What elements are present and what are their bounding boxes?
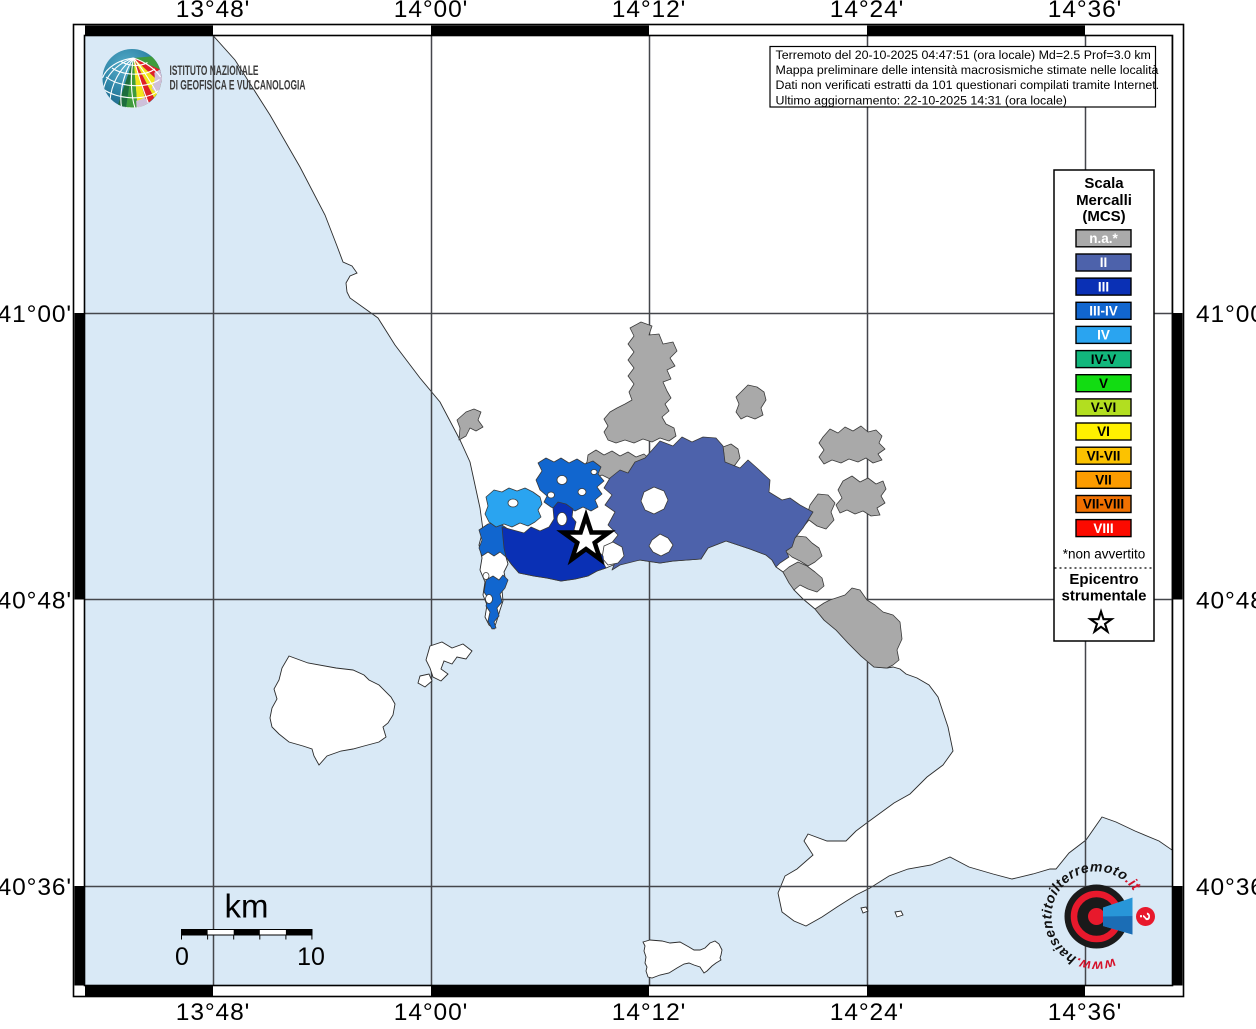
svg-text:III-IV: III-IV: [1089, 304, 1118, 319]
svg-text:(MCS): (MCS): [1082, 208, 1125, 225]
svg-text:41°00': 41°00': [0, 301, 72, 328]
svg-text:13°48': 13°48': [176, 0, 250, 23]
svg-text:14°24': 14°24': [830, 0, 904, 23]
svg-text:IV-V: IV-V: [1091, 352, 1117, 367]
svg-text:DI GEOFISICA E VULCANOLOGIA: DI GEOFISICA E VULCANOLOGIA: [170, 78, 306, 93]
svg-text:VII-VIII: VII-VIII: [1083, 497, 1124, 512]
svg-text:0: 0: [175, 943, 189, 971]
svg-text:41°00': 41°00': [1196, 301, 1256, 328]
svg-text:km: km: [225, 888, 269, 925]
svg-text:40°48': 40°48': [0, 588, 72, 615]
svg-text:Scala: Scala: [1084, 175, 1124, 192]
svg-text:strumentale: strumentale: [1061, 588, 1146, 605]
svg-text:V-VI: V-VI: [1091, 400, 1117, 415]
svg-text:10: 10: [297, 943, 325, 971]
svg-text:n.a.*: n.a.*: [1089, 231, 1118, 246]
svg-text:VII: VII: [1095, 473, 1112, 488]
svg-text:14°00': 14°00': [394, 999, 468, 1024]
svg-text:VI-VII: VI-VII: [1087, 448, 1121, 463]
svg-text:IV: IV: [1097, 328, 1110, 343]
svg-text:II: II: [1100, 255, 1108, 270]
svg-text:40°48': 40°48': [1196, 588, 1256, 615]
svg-text:?: ?: [1136, 912, 1153, 921]
svg-text:VI: VI: [1097, 424, 1110, 439]
svg-text:Mappa preliminare delle intens: Mappa preliminare delle intensità macros…: [776, 63, 1159, 77]
svg-text:14°36': 14°36': [1048, 999, 1122, 1024]
svg-text:14°36': 14°36': [1048, 0, 1122, 23]
svg-text:Epicentro: Epicentro: [1069, 571, 1138, 588]
svg-text:Terremoto del 20-10-2025 04:47: Terremoto del 20-10-2025 04:47:51 (ora l…: [776, 48, 1151, 62]
svg-text:ISTITUTO NAZIONALE: ISTITUTO NAZIONALE: [170, 63, 259, 78]
svg-text:14°24': 14°24': [830, 999, 904, 1024]
svg-text:Ultimo aggiornamento: 22-10-20: Ultimo aggiornamento: 22-10-2025 14:31 (…: [776, 93, 1067, 107]
svg-text:*non avvertito: *non avvertito: [1063, 547, 1146, 562]
svg-text:III: III: [1098, 279, 1109, 294]
svg-text:40°36': 40°36': [0, 874, 72, 901]
svg-text:V: V: [1099, 376, 1108, 391]
svg-text:Mercalli: Mercalli: [1076, 192, 1132, 209]
svg-text:13°48': 13°48': [176, 999, 250, 1024]
svg-text:14°00': 14°00': [394, 0, 468, 23]
svg-text:14°12': 14°12': [612, 999, 686, 1024]
svg-text:14°12': 14°12': [612, 0, 686, 23]
svg-text:40°36': 40°36': [1196, 874, 1256, 901]
svg-text:VIII: VIII: [1093, 521, 1113, 536]
svg-text:Dati non verificati estratti d: Dati non verificati estratti da 101 ques…: [776, 78, 1160, 92]
